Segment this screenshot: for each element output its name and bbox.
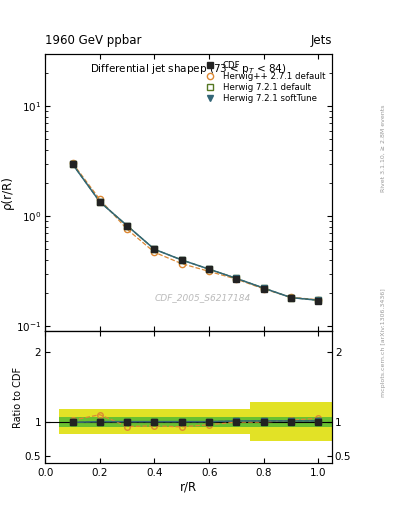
CDF [70, 161, 75, 167]
Text: CDF_2005_S6217184: CDF_2005_S6217184 [155, 293, 251, 303]
Herwig 7.2.1 default [152, 246, 157, 252]
CDF [125, 223, 130, 229]
Line: Herwig 7.2.1 softTune: Herwig 7.2.1 softTune [69, 161, 322, 304]
Herwig 7.2.1 softTune [234, 275, 239, 282]
Herwig 7.2.1 softTune [207, 266, 211, 272]
Herwig 7.2.1 default [207, 266, 211, 272]
Text: 1960 GeV ppbar: 1960 GeV ppbar [45, 34, 142, 47]
Herwig 7.2.1 default [70, 161, 75, 167]
Herwig 7.2.1 softTune [289, 294, 294, 301]
Herwig++ 2.7.1 default [125, 226, 130, 232]
Text: Differential jet shapep (73 < p$_T$ < 84): Differential jet shapep (73 < p$_T$ < 84… [90, 62, 287, 76]
Herwig 7.2.1 default [289, 294, 294, 301]
Herwig++ 2.7.1 default [207, 268, 211, 274]
Herwig++ 2.7.1 default [234, 276, 239, 282]
CDF [316, 298, 321, 304]
Herwig++ 2.7.1 default [289, 294, 294, 301]
X-axis label: r/R: r/R [180, 480, 197, 493]
CDF [234, 275, 239, 282]
Text: mcplots.cern.ch [arXiv:1306.3436]: mcplots.cern.ch [arXiv:1306.3436] [381, 289, 386, 397]
Herwig 7.2.1 default [180, 257, 184, 263]
Herwig 7.2.1 default [234, 275, 239, 282]
CDF [180, 257, 184, 263]
Herwig 7.2.1 softTune [152, 246, 157, 252]
Line: Herwig++ 2.7.1 default: Herwig++ 2.7.1 default [70, 160, 321, 303]
Herwig++ 2.7.1 default [180, 261, 184, 267]
CDF [207, 266, 211, 272]
Y-axis label: Ratio to CDF: Ratio to CDF [13, 367, 23, 428]
Text: Rivet 3.1.10, ≥ 2.8M events: Rivet 3.1.10, ≥ 2.8M events [381, 105, 386, 192]
Legend: CDF, Herwig++ 2.7.1 default, Herwig 7.2.1 default, Herwig 7.2.1 softTune: CDF, Herwig++ 2.7.1 default, Herwig 7.2.… [198, 58, 328, 105]
Herwig 7.2.1 softTune [180, 257, 184, 263]
CDF [261, 286, 266, 292]
Herwig++ 2.7.1 default [152, 249, 157, 255]
Line: Herwig 7.2.1 default: Herwig 7.2.1 default [70, 161, 321, 304]
Herwig 7.2.1 default [125, 223, 130, 229]
Line: CDF: CDF [69, 160, 322, 304]
Y-axis label: ρ(r/R): ρ(r/R) [1, 176, 14, 209]
CDF [152, 246, 157, 252]
Herwig++ 2.7.1 default [316, 296, 321, 303]
Herwig 7.2.1 default [261, 285, 266, 291]
Herwig++ 2.7.1 default [70, 160, 75, 166]
CDF [97, 199, 102, 205]
Herwig 7.2.1 softTune [70, 161, 75, 167]
Herwig 7.2.1 default [97, 199, 102, 205]
Herwig++ 2.7.1 default [261, 286, 266, 292]
CDF [289, 295, 294, 301]
Herwig 7.2.1 softTune [316, 297, 321, 304]
Herwig 7.2.1 softTune [125, 223, 130, 229]
Herwig 7.2.1 default [316, 297, 321, 304]
Herwig 7.2.1 softTune [97, 199, 102, 205]
Herwig 7.2.1 softTune [261, 285, 266, 291]
Text: Jets: Jets [310, 34, 332, 47]
Herwig++ 2.7.1 default [97, 197, 102, 203]
